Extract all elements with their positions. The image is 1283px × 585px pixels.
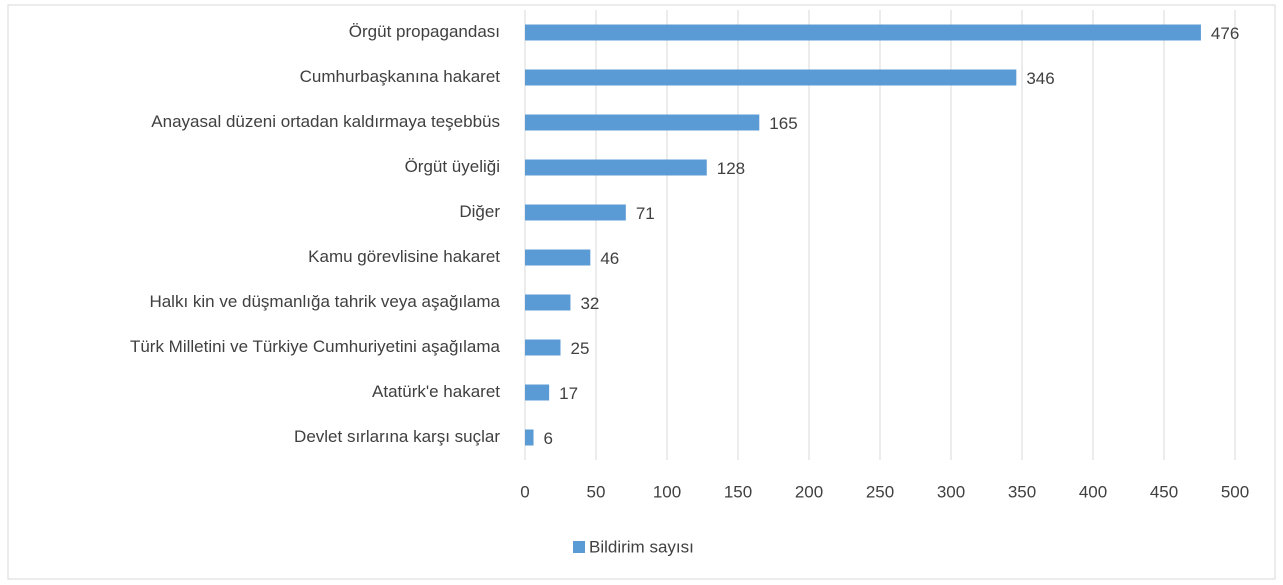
bar bbox=[525, 159, 707, 176]
x-tick-label: 350 bbox=[1008, 482, 1036, 501]
x-tick-label: 50 bbox=[587, 482, 606, 501]
bar bbox=[525, 294, 571, 311]
data-label: 6 bbox=[544, 429, 553, 448]
y-tick-label: Halkı kin ve düşmanlığa tahrik veya aşağ… bbox=[149, 292, 500, 311]
data-label: 25 bbox=[571, 339, 590, 358]
x-tick-label: 0 bbox=[520, 482, 529, 501]
legend-swatch bbox=[573, 541, 585, 553]
y-tick-label: Örgüt propagandası bbox=[349, 22, 500, 41]
bar bbox=[525, 249, 591, 266]
data-label: 32 bbox=[580, 294, 599, 313]
data-label: 71 bbox=[636, 204, 655, 223]
data-label: 346 bbox=[1026, 69, 1054, 88]
data-label: 17 bbox=[559, 384, 578, 403]
x-tick-label: 500 bbox=[1221, 482, 1249, 501]
x-tick-label: 300 bbox=[937, 482, 965, 501]
bar bbox=[525, 384, 550, 401]
bar bbox=[525, 69, 1017, 86]
y-tick-label: Diğer bbox=[459, 202, 500, 221]
bar bbox=[525, 204, 626, 221]
chart-border bbox=[7, 4, 1276, 580]
x-tick-label: 150 bbox=[724, 482, 752, 501]
y-tick-label: Atatürk'e hakaret bbox=[372, 382, 500, 401]
bar bbox=[525, 429, 534, 446]
x-tick-label: 250 bbox=[866, 482, 894, 501]
bar bbox=[525, 339, 561, 356]
x-tick-label: 100 bbox=[653, 482, 681, 501]
legend-label: Bildirim sayısı bbox=[589, 537, 694, 556]
x-tick-label: 450 bbox=[1150, 482, 1178, 501]
y-tick-label: Cumhurbaşkanına hakaret bbox=[300, 67, 501, 86]
bar bbox=[525, 24, 1201, 41]
x-tick-label: 400 bbox=[1079, 482, 1107, 501]
y-tick-label: Örgüt üyeliği bbox=[405, 157, 500, 176]
y-tick-label: Anayasal düzeni ortadan kaldırmaya teşeb… bbox=[151, 112, 500, 131]
data-label: 128 bbox=[717, 159, 745, 178]
data-label: 46 bbox=[600, 249, 619, 268]
y-tick-label: Devlet sırlarına karşı suçlar bbox=[294, 427, 500, 446]
data-label: 476 bbox=[1211, 24, 1239, 43]
data-label: 165 bbox=[769, 114, 797, 133]
y-tick-label: Türk Milletini ve Türkiye Cumhuriyetini … bbox=[130, 337, 501, 356]
y-tick-label: Kamu görevlisine hakaret bbox=[308, 247, 500, 266]
x-tick-label: 200 bbox=[795, 482, 823, 501]
bar bbox=[525, 114, 760, 131]
